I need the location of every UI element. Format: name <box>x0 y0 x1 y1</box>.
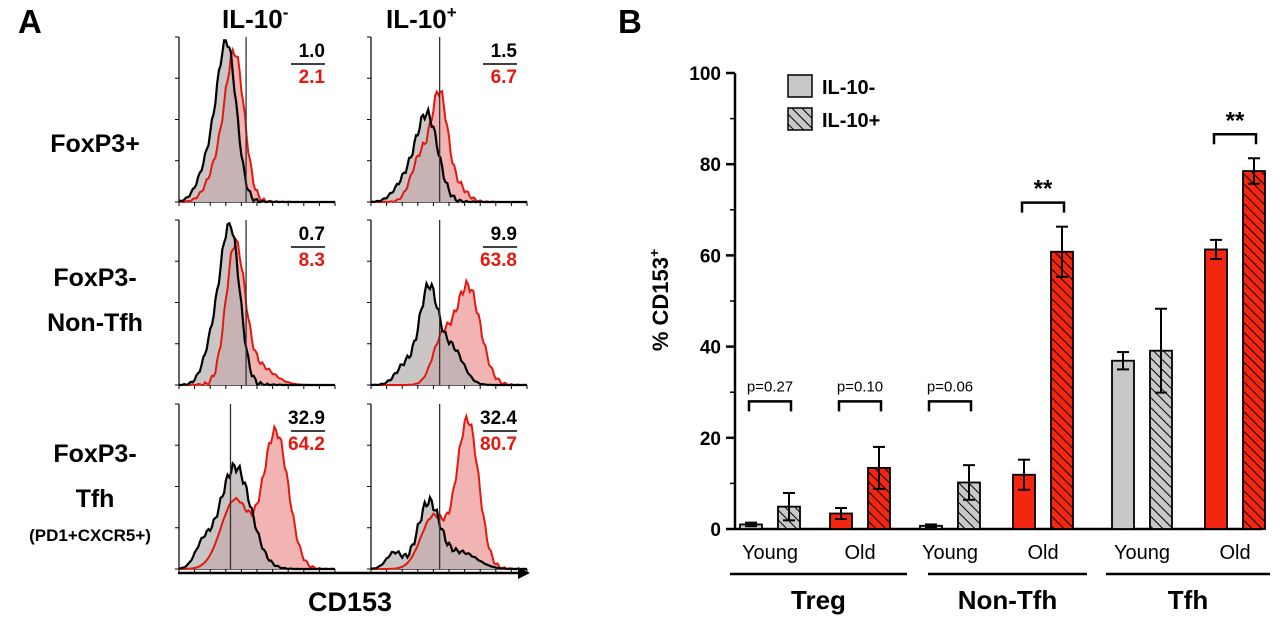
group-tfh: Young ** Old Tfh <box>1106 107 1270 615</box>
row-label-nontfh-line2: Non-Tfh <box>47 309 143 337</box>
significance-bracket <box>927 400 973 412</box>
gate-value-young: 32.4 <box>480 408 517 429</box>
y-tick-label: 100 <box>689 64 721 85</box>
significance-label: p=0.06 <box>927 378 973 395</box>
bar-old-il10-pos <box>1242 170 1266 530</box>
subgroup-label: Old <box>844 542 875 564</box>
gate-value-young: 1.5 <box>491 41 518 62</box>
legend-swatch <box>787 74 813 98</box>
significance-label: ** <box>1034 176 1053 203</box>
legend-label: IL-10+ <box>822 110 880 132</box>
y-tick-label: 20 <box>700 429 721 450</box>
subgroup-label: Young <box>742 542 798 564</box>
legend-swatch <box>787 107 813 131</box>
y-axis-label: % CD153+ <box>646 249 673 351</box>
gate-value-old: 63.8 <box>480 250 517 271</box>
significance-label: ** <box>1226 107 1245 134</box>
group-label: Tfh <box>1168 585 1208 615</box>
bar-old-il10-pos <box>1050 250 1074 530</box>
row-label-tfh-sub: (PD1+CXCR5+) <box>29 526 151 545</box>
gate-value-old: 64.2 <box>288 434 325 455</box>
significance-bracket <box>1020 201 1066 213</box>
gate-value-old: 6.7 <box>491 67 517 88</box>
y-tick-label: 40 <box>700 338 721 359</box>
young-histogram-line <box>371 279 527 387</box>
young-histogram-fill <box>179 223 335 385</box>
young-histogram-line <box>178 39 335 204</box>
col-header-il10-neg: IL-10- <box>222 3 288 34</box>
gate-value-old: 2.1 <box>299 67 326 88</box>
gate-value-old: 8.3 <box>299 250 325 271</box>
panel-a: A IL-10- IL-10+ FoxP3+ FoxP3- Non-Tfh Fo… <box>18 3 530 617</box>
gate-value-old: 80.7 <box>480 434 517 455</box>
histogram-grid: 1.02.11.56.70.78.39.963.832.964.232.480.… <box>175 36 528 573</box>
histogram-r0-c1: 1.56.7 <box>367 36 528 206</box>
young-histogram-fill <box>179 463 335 569</box>
row-label-nontfh-line1: FoxP3- <box>53 264 136 292</box>
significance-bracket <box>837 400 883 412</box>
panel-b: B % CD153+ 0 20 40 60 80 100 IL-10- IL-10+ p=0.2… <box>618 3 1270 615</box>
y-tick-label: 80 <box>700 155 721 176</box>
significance-bracket <box>1212 133 1258 145</box>
subgroup-label: Old <box>1219 542 1250 564</box>
subgroup-label: Young <box>1114 542 1170 564</box>
histogram-r1-c0: 0.78.3 <box>175 219 336 389</box>
young-histogram-line <box>178 221 335 387</box>
gate-value-young: 0.7 <box>299 224 325 245</box>
old-histogram-fill <box>371 91 527 202</box>
histogram-r2-c0: 32.9 64.2 <box>175 403 336 573</box>
group-non-tfh: p=0.06 Young ** Old Non-Tfh <box>919 176 1087 615</box>
subgroup-label: Young <box>922 542 978 564</box>
histogram-r1-c1: 9.9 63.8 <box>367 219 528 389</box>
gate-value-young: 1.0 <box>299 41 325 62</box>
gate-value-young: 32.9 <box>288 408 325 429</box>
old-histogram-fill <box>371 280 527 385</box>
young-histogram-line <box>178 460 335 571</box>
gate-value-young: 9.9 <box>491 224 517 245</box>
histogram-r2-c1: 32.4 80.7 <box>367 403 528 573</box>
y-tick-label: 0 <box>710 520 721 541</box>
old-histogram-fill <box>371 416 527 569</box>
young-histogram-fill <box>371 283 527 385</box>
legend: IL-10- IL-10+ <box>787 74 880 132</box>
col-header-il10-pos: IL-10+ <box>386 3 457 34</box>
panel-a-letter: A <box>18 3 42 40</box>
x-axis-arrowhead <box>518 567 530 579</box>
group-label: Non-Tfh <box>958 585 1058 615</box>
panel-a-xlabel: CD153 <box>308 587 392 617</box>
row-label-foxp3pos: FoxP3+ <box>50 130 140 158</box>
bar-old-il10-neg <box>1204 248 1228 530</box>
histogram-r0-c0: 1.02.1 <box>175 36 336 206</box>
group-treg: p=0.27 Young p=0.10 Old Treg <box>730 378 907 615</box>
row-label-tfh-line2: Tfh <box>76 485 115 513</box>
young-histogram-line <box>370 105 527 204</box>
panel-b-letter: B <box>618 3 642 40</box>
group-label: Treg <box>791 585 846 615</box>
old-histogram-line <box>371 277 528 387</box>
subgroup-label: Old <box>1027 542 1058 564</box>
young-histogram-line <box>370 494 527 571</box>
significance-bracket <box>747 400 793 412</box>
legend-label: IL-10- <box>822 77 875 99</box>
significance-label: p=0.10 <box>837 378 883 395</box>
y-tick-label: 60 <box>700 246 721 267</box>
row-label-tfh-line1: FoxP3- <box>53 440 136 468</box>
bar-chart: 0 20 40 60 80 100 IL-10- IL-10+ p=0.27 Young p=0.1… <box>689 64 1270 615</box>
bar-young-il10-neg <box>1111 359 1135 530</box>
significance-label: p=0.27 <box>747 378 793 395</box>
old-histogram-line <box>179 423 336 571</box>
